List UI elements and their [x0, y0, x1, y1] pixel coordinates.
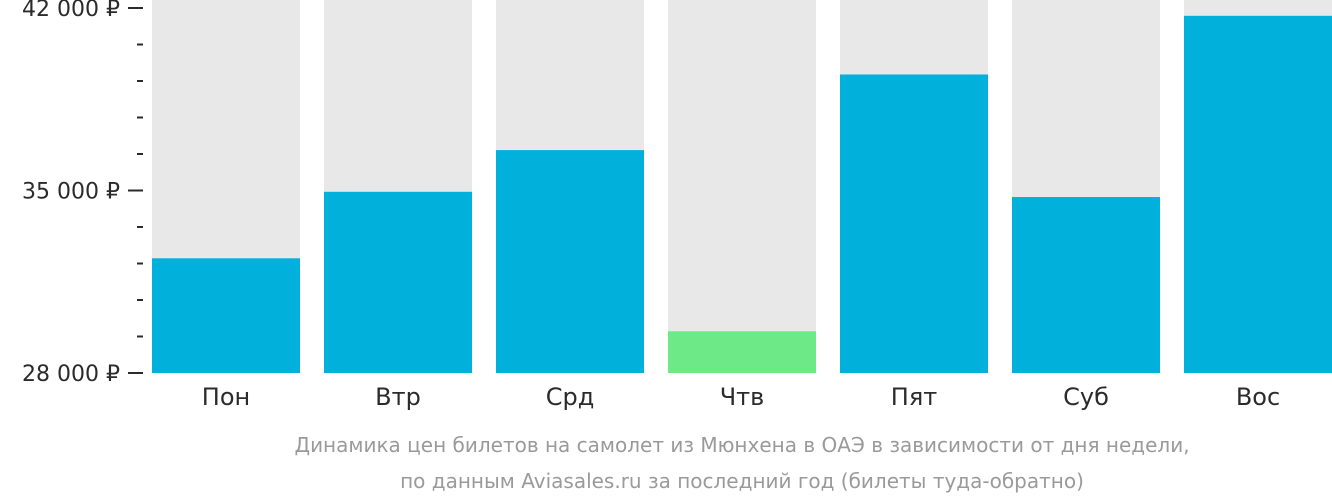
bar-2[interactable]: [324, 191, 472, 373]
y-tick-label-2: 35 000 ₽: [22, 180, 120, 205]
y-tick-label-1: 28 000 ₽: [22, 362, 120, 387]
caption-line-2: по данным Aviasales.ru за последний год …: [400, 469, 1084, 493]
bar-3[interactable]: [496, 150, 644, 373]
bars: [152, 15, 1332, 373]
bar-track-4: [668, 0, 816, 373]
x-tick-label-5: Пят: [891, 383, 937, 411]
x-tick-label-3: Срд: [546, 383, 595, 411]
x-tick-label-4: Чтв: [720, 383, 765, 411]
x-axis-labels: Пон Втр Срд Чтв Пят Суб Вос: [202, 383, 1280, 411]
x-tick-label-7: Вос: [1236, 383, 1280, 411]
x-tick-label-6: Суб: [1063, 383, 1109, 411]
bar-5[interactable]: [840, 74, 988, 373]
bar-1[interactable]: [152, 258, 300, 373]
bar-4[interactable]: [668, 331, 816, 373]
x-tick-label-1: Пон: [202, 383, 250, 411]
bar-7[interactable]: [1184, 15, 1332, 373]
y-tick-label-3: 42 000 ₽: [22, 0, 120, 22]
x-tick-label-2: Втр: [375, 383, 421, 411]
bar-6[interactable]: [1012, 197, 1160, 373]
y-axis: 28 000 ₽ 35 000 ₽ 42 000 ₽: [22, 0, 143, 387]
caption-line-1: Динамика цен билетов на самолет из Мюнхе…: [294, 433, 1189, 457]
